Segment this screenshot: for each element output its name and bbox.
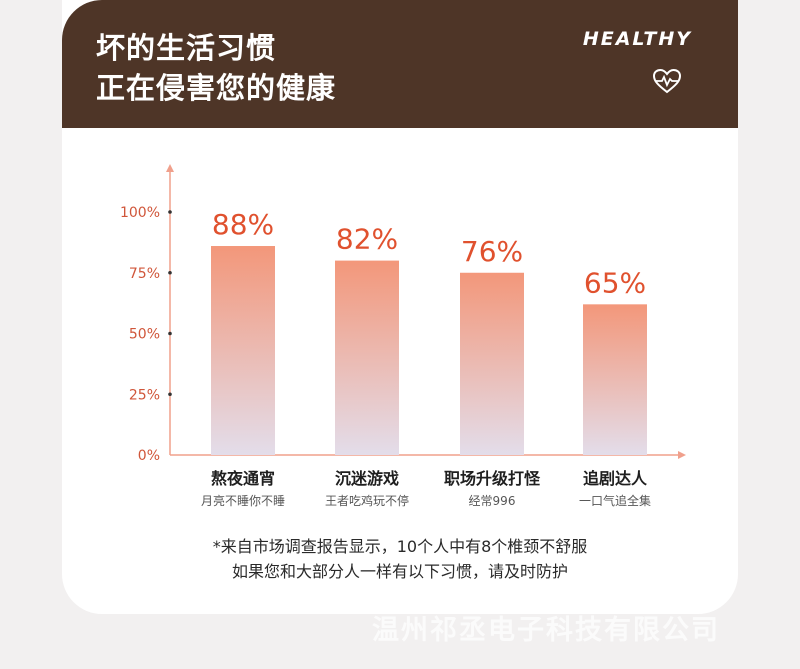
header-banner: 坏的生活习惯 正在侵害您的健康 HEALTHY	[62, 0, 738, 128]
category-label: 职场升级打怪	[444, 469, 541, 488]
watermark-text: 温州祁丞电子科技有限公司	[372, 615, 720, 646]
category-label: 沉迷游戏	[335, 469, 399, 488]
y-tick-label: 75%	[129, 266, 160, 282]
brand-label: HEALTHY	[582, 28, 692, 50]
y-axis-arrow	[166, 164, 174, 172]
data-label: 65%	[584, 266, 646, 299]
survey-footnote: *来自市场调查报告显示，10个人中有8个椎颈不舒服 如果您和大部分人一样有以下习…	[62, 534, 738, 584]
y-tick-label: 0%	[138, 448, 160, 464]
y-tick-label: 100%	[120, 205, 160, 221]
x-axis-arrow	[678, 451, 686, 459]
category-sublabel: 月亮不睡你不睡	[201, 493, 285, 508]
footnote-line-2: 如果您和大部分人一样有以下习惯，请及时防护	[231, 562, 568, 581]
bar	[211, 246, 275, 455]
data-label: 76%	[461, 235, 523, 268]
category-label: 熬夜通宵	[211, 469, 275, 488]
y-tick-dot	[168, 331, 172, 336]
category-sublabel: 王者吃鸡玩不停	[325, 493, 409, 508]
category-label: 追剧达人	[583, 469, 648, 488]
data-label: 82%	[336, 223, 398, 256]
title-line-1: 坏的生活习惯	[96, 31, 277, 65]
data-label: 88%	[212, 208, 274, 241]
title-line-2: 正在侵害您的健康	[96, 71, 337, 105]
category-sublabel: 一口气追全集	[579, 493, 651, 508]
bar	[335, 260, 399, 455]
y-tick-dot	[168, 392, 172, 397]
y-tick-dot	[168, 210, 172, 214]
y-tick-label: 50%	[129, 327, 160, 343]
heartbeat-icon	[652, 68, 682, 94]
category-sublabel: 经常996	[469, 494, 516, 508]
bar	[583, 304, 647, 455]
y-tick-label: 25%	[129, 387, 160, 403]
y-tick-dot	[168, 270, 172, 275]
infographic-card: 坏的生活习惯 正在侵害您的健康 HEALTHY 0% 25% 50% 75% 100% 8…	[62, 0, 738, 614]
page-title: 坏的生活习惯 正在侵害您的健康	[96, 28, 336, 108]
bar	[460, 272, 524, 455]
footnote-line-1: *来自市场调查报告显示，10个人中有8个椎颈不舒服	[212, 537, 588, 556]
